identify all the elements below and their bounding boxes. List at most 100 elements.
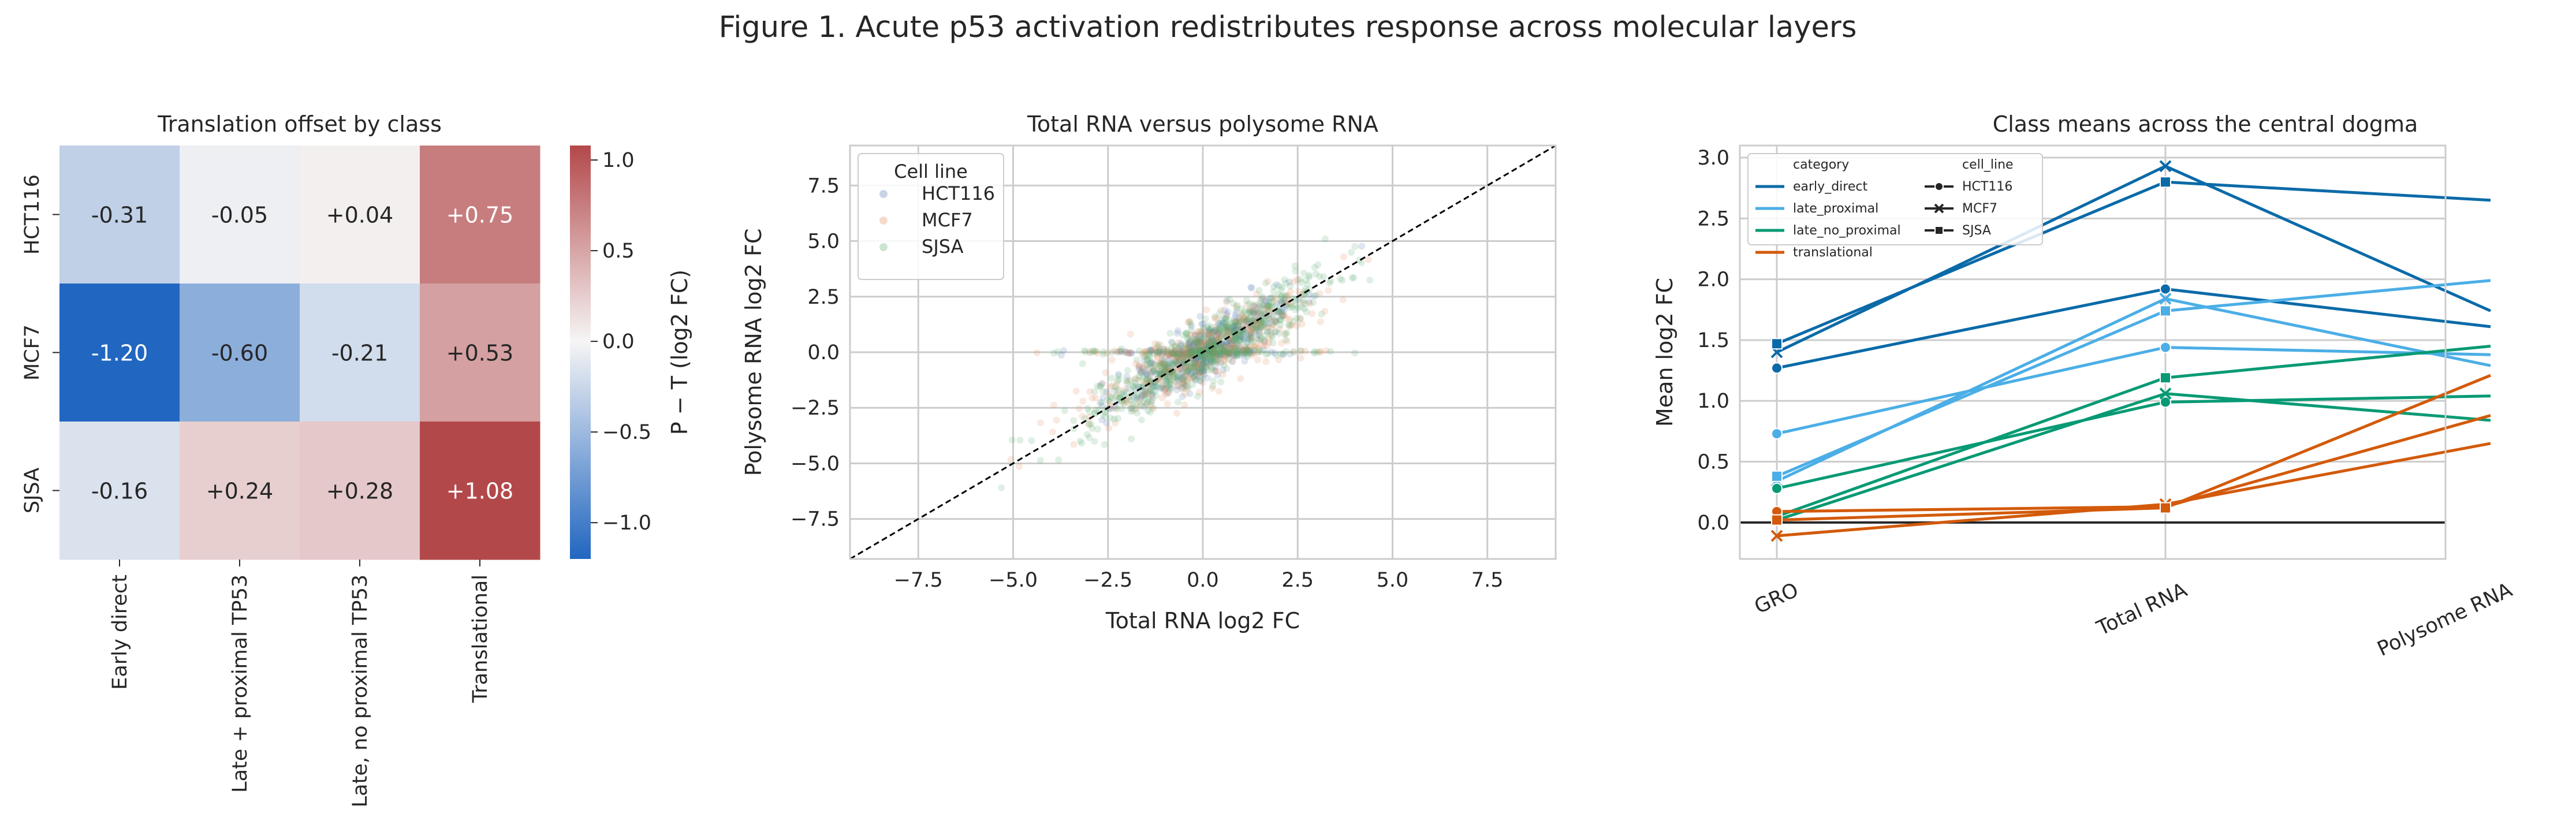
scatter-point-HCT116 (1147, 397, 1155, 405)
scatter-point-MCF7 (1243, 315, 1251, 323)
scatter-point-HCT116 (1243, 339, 1251, 346)
scatter-point-MCF7 (1153, 353, 1161, 360)
scatter-point-HCT116 (1246, 347, 1254, 355)
scatter-point-SJSA (1089, 347, 1097, 355)
scatter-point-SJSA (1134, 392, 1141, 400)
scatter-point-MCF7 (1141, 348, 1149, 355)
scatter-point-HCT116 (1221, 348, 1228, 355)
scatter-point-HCT116 (1167, 385, 1175, 392)
scatter-point-MCF7 (1186, 331, 1193, 338)
scatter-point-SJSA (1222, 347, 1229, 355)
scatter-point-SJSA (1181, 351, 1188, 359)
scatter-point-SJSA (1081, 415, 1088, 422)
scatter-point-SJSA (1268, 332, 1275, 340)
scatter-point-MCF7 (1262, 304, 1269, 312)
scatter-point-HCT116 (1220, 319, 1227, 327)
scatter-point-MCF7 (1201, 340, 1208, 347)
heatmap-cell (420, 284, 540, 422)
scatter-point-MCF7 (1235, 320, 1243, 328)
scatter-point-SJSA (1238, 311, 1246, 319)
scatter-point-SJSA (1318, 311, 1325, 318)
scatter-point-SJSA (1339, 277, 1346, 284)
scatter-point-SJSA (1291, 301, 1299, 309)
scatter-point-MCF7 (1340, 253, 1348, 260)
scatter-point-HCT116 (1146, 376, 1154, 383)
scatter-point-SJSA (1246, 300, 1253, 307)
scatter-point-MCF7 (1015, 463, 1023, 470)
scatter-point-SJSA (1232, 349, 1240, 356)
scatter-point-MCF7 (1219, 371, 1227, 378)
scatter-point-MCF7 (1202, 363, 1210, 371)
scatter-point-MCF7 (1131, 376, 1139, 383)
scatter-point-SJSA (1268, 299, 1276, 307)
scatter-point-SJSA (1099, 387, 1107, 395)
scatter-point-HCT116 (1245, 331, 1252, 338)
scatter-point-SJSA (1166, 380, 1174, 387)
scatter-point-SJSA (1243, 297, 1250, 304)
scatter-point-MCF7 (1187, 350, 1195, 358)
scatter-point-HCT116 (1121, 349, 1128, 356)
line-marker-x (2159, 387, 2172, 400)
scatter-point-SJSA (1177, 342, 1185, 350)
scatter-point-SJSA (1244, 315, 1252, 322)
scatter-point-HCT116 (1200, 361, 1207, 368)
scatter-point-SJSA (1252, 323, 1259, 331)
line-marker-circle (1771, 482, 1783, 494)
scatter-point-MCF7 (1209, 347, 1217, 355)
scatter-point-SJSA (1194, 393, 1202, 400)
scatter-point-MCF7 (1281, 312, 1289, 319)
scatter-point-HCT116 (1206, 328, 1214, 335)
scatter-point-HCT116 (1211, 353, 1219, 360)
heatmap-cell-label: +0.24 (206, 479, 273, 504)
scatter-point-MCF7 (1210, 348, 1218, 356)
scatter-point-MCF7 (1306, 300, 1314, 308)
scatter-point-HCT116 (1261, 301, 1268, 309)
scatter-point-SJSA (1183, 330, 1190, 338)
scatter-point-HCT116 (1194, 353, 1201, 361)
scatter-point-SJSA (1140, 374, 1148, 381)
line-marker-x (2159, 160, 2172, 173)
scatter-point-MCF7 (1199, 370, 1206, 378)
scatter-point-MCF7 (1206, 362, 1213, 370)
scatter-point-SJSA (1282, 336, 1289, 344)
heatmap-cell-label: -1.20 (91, 341, 148, 366)
scatter-point-SJSA (1199, 356, 1207, 364)
scatter-point-MCF7 (1192, 359, 1200, 367)
scatter-point-HCT116 (1210, 349, 1217, 357)
scatter-point-HCT116 (1209, 329, 1216, 336)
scatter-point-SJSA (1238, 349, 1246, 357)
scatter-point-HCT116 (1209, 341, 1217, 348)
line-marker-circle (2160, 396, 2171, 408)
scatter-point-MCF7 (1218, 331, 1225, 339)
scatter-point-MCF7 (1197, 362, 1205, 370)
scatter-point-SJSA (1222, 327, 1229, 335)
scatter-point-HCT116 (1211, 363, 1219, 371)
scatter-point-MCF7 (1211, 346, 1219, 354)
scatter-point-SJSA (1259, 322, 1267, 329)
scatter-point-MCF7 (1140, 364, 1148, 372)
scatter-point-SJSA (1224, 350, 1232, 357)
scatter-point-HCT116 (1221, 325, 1229, 332)
scatter-point-MCF7 (1220, 358, 1228, 366)
scatter-point-MCF7 (1136, 363, 1143, 371)
scatter-point-HCT116 (1159, 384, 1166, 391)
scatter-point-HCT116 (1235, 314, 1242, 322)
scatter-point-SJSA (1273, 352, 1280, 359)
scatter-point-MCF7 (1216, 335, 1223, 342)
scatter-point-SJSA (1311, 348, 1318, 355)
scatter-point-MCF7 (1122, 385, 1129, 393)
scatter-point-SJSA (1300, 305, 1308, 312)
scatter-point-HCT116 (1160, 357, 1168, 364)
scatter-point-MCF7 (1164, 372, 1172, 379)
scatter-point-SJSA (1173, 374, 1180, 382)
scatter-point-HCT116 (1178, 375, 1186, 383)
scatter-y-tick-label: 5.0 (807, 230, 840, 253)
scatter-point-HCT116 (1247, 333, 1254, 341)
scatter-point-MCF7 (1217, 346, 1225, 353)
scatter-point-SJSA (998, 484, 1005, 491)
scatter-point-SJSA (1188, 347, 1196, 355)
scatter-point-SJSA (1138, 416, 1145, 424)
scatter-point-MCF7 (1157, 372, 1165, 379)
scatter-point-MCF7 (1113, 380, 1120, 387)
scatter-point-HCT116 (1165, 356, 1172, 363)
